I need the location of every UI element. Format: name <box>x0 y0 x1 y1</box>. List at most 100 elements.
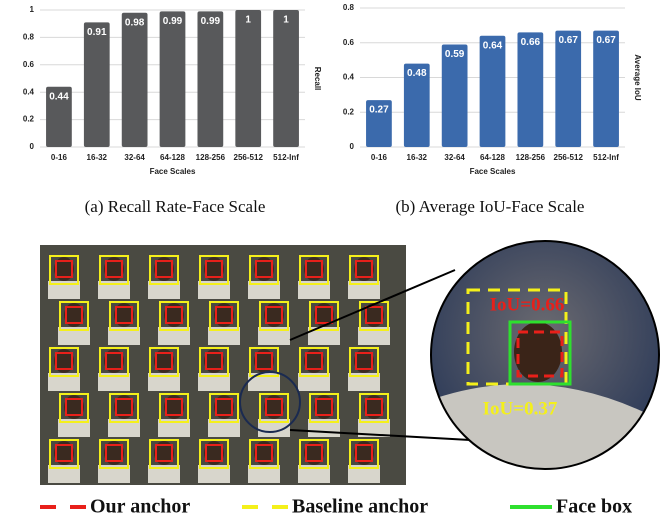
bar <box>83 22 110 147</box>
anchor-box <box>165 306 183 324</box>
x-tick-label: 512-Inf <box>273 153 299 162</box>
person <box>164 303 184 327</box>
value-label: 0.66 <box>521 37 541 48</box>
x-axis-label: Face Scales <box>470 167 516 176</box>
baseline-box <box>309 393 339 423</box>
face-box <box>508 320 572 386</box>
annotation: IoU=0.66 <box>490 294 565 315</box>
baseline-box <box>359 301 389 331</box>
x-tick-label: 512-Inf <box>593 153 619 162</box>
person <box>154 441 174 465</box>
person <box>114 395 134 419</box>
bar <box>235 10 262 147</box>
baseline-box <box>49 347 79 377</box>
anchor-box <box>115 306 133 324</box>
baseline-box <box>249 347 279 377</box>
robe <box>431 384 659 469</box>
anchor-box <box>105 444 123 462</box>
baseline-box <box>199 255 229 285</box>
value-label: 0.27 <box>369 105 389 116</box>
baseline-box <box>309 301 339 331</box>
value-label: 0.99 <box>201 16 221 27</box>
x-tick-label: 256-512 <box>554 153 584 162</box>
person <box>364 395 384 419</box>
legend-label: Our anchor <box>90 496 190 518</box>
anchor-box <box>305 260 323 278</box>
baseline-box <box>159 301 189 331</box>
baseline-box <box>349 439 379 469</box>
robe <box>108 419 140 437</box>
baseline-box <box>359 393 389 423</box>
baseline-box <box>49 255 79 285</box>
x-tick-label: 128-256 <box>196 153 226 162</box>
anchor-box <box>205 444 223 462</box>
baseline-box <box>209 301 239 331</box>
x-tick-label: 64-128 <box>160 153 185 162</box>
robe <box>198 281 230 299</box>
anchor-box <box>365 306 383 324</box>
person <box>64 395 84 419</box>
person <box>354 257 374 281</box>
bar <box>121 12 148 147</box>
robe <box>48 465 80 483</box>
anchor-box <box>155 260 173 278</box>
baseline-box <box>199 347 229 377</box>
robe <box>358 327 390 345</box>
baseline-box <box>99 255 129 285</box>
robe <box>298 465 330 483</box>
legend-label: Face box <box>556 496 632 518</box>
person <box>304 257 324 281</box>
x-tick-label: 32-64 <box>124 153 145 162</box>
baseline-box <box>249 255 279 285</box>
robe <box>348 465 380 483</box>
bar <box>555 30 582 147</box>
person <box>314 395 334 419</box>
value-label: 0.48 <box>407 68 427 79</box>
x-tick-label: 16-32 <box>87 153 108 162</box>
robe <box>348 281 380 299</box>
baseline-box <box>199 439 229 469</box>
caption: (a) Recall Rate-Face Scale <box>85 197 266 216</box>
robe <box>148 373 180 391</box>
robe <box>108 327 140 345</box>
person <box>314 303 334 327</box>
person <box>154 349 174 373</box>
x-tick-label: 32-64 <box>444 153 465 162</box>
robe <box>58 419 90 437</box>
anchor-box <box>315 398 333 416</box>
anchor-box <box>305 444 323 462</box>
value-label: 0.67 <box>558 35 578 46</box>
anchor-box <box>205 352 223 370</box>
robe <box>248 373 280 391</box>
robe <box>98 465 130 483</box>
x-tick-label: 256-512 <box>234 153 264 162</box>
robe <box>48 281 80 299</box>
y-tick-label: 0.8 <box>343 3 355 12</box>
robe <box>48 373 80 391</box>
anchor-box <box>155 444 173 462</box>
anchor-box <box>155 352 173 370</box>
zoom-border <box>430 240 660 470</box>
baseline-box <box>99 347 129 377</box>
zoom-region <box>239 371 301 433</box>
anchor-box <box>355 352 373 370</box>
person <box>254 441 274 465</box>
annotation: IoU=0.37 <box>483 398 558 419</box>
bar <box>197 11 224 148</box>
x-tick-label: 64-128 <box>480 153 505 162</box>
person <box>204 257 224 281</box>
baseline-box <box>59 301 89 331</box>
robe <box>198 465 230 483</box>
person <box>104 441 124 465</box>
baseline-box <box>149 255 179 285</box>
robe <box>148 465 180 483</box>
baseline-box <box>109 301 139 331</box>
person <box>204 349 224 373</box>
person <box>264 303 284 327</box>
anchor-box <box>265 398 283 416</box>
person <box>214 395 234 419</box>
robe <box>308 327 340 345</box>
anchor-box <box>355 260 373 278</box>
anchor-box <box>105 260 123 278</box>
anchor-box <box>105 352 123 370</box>
